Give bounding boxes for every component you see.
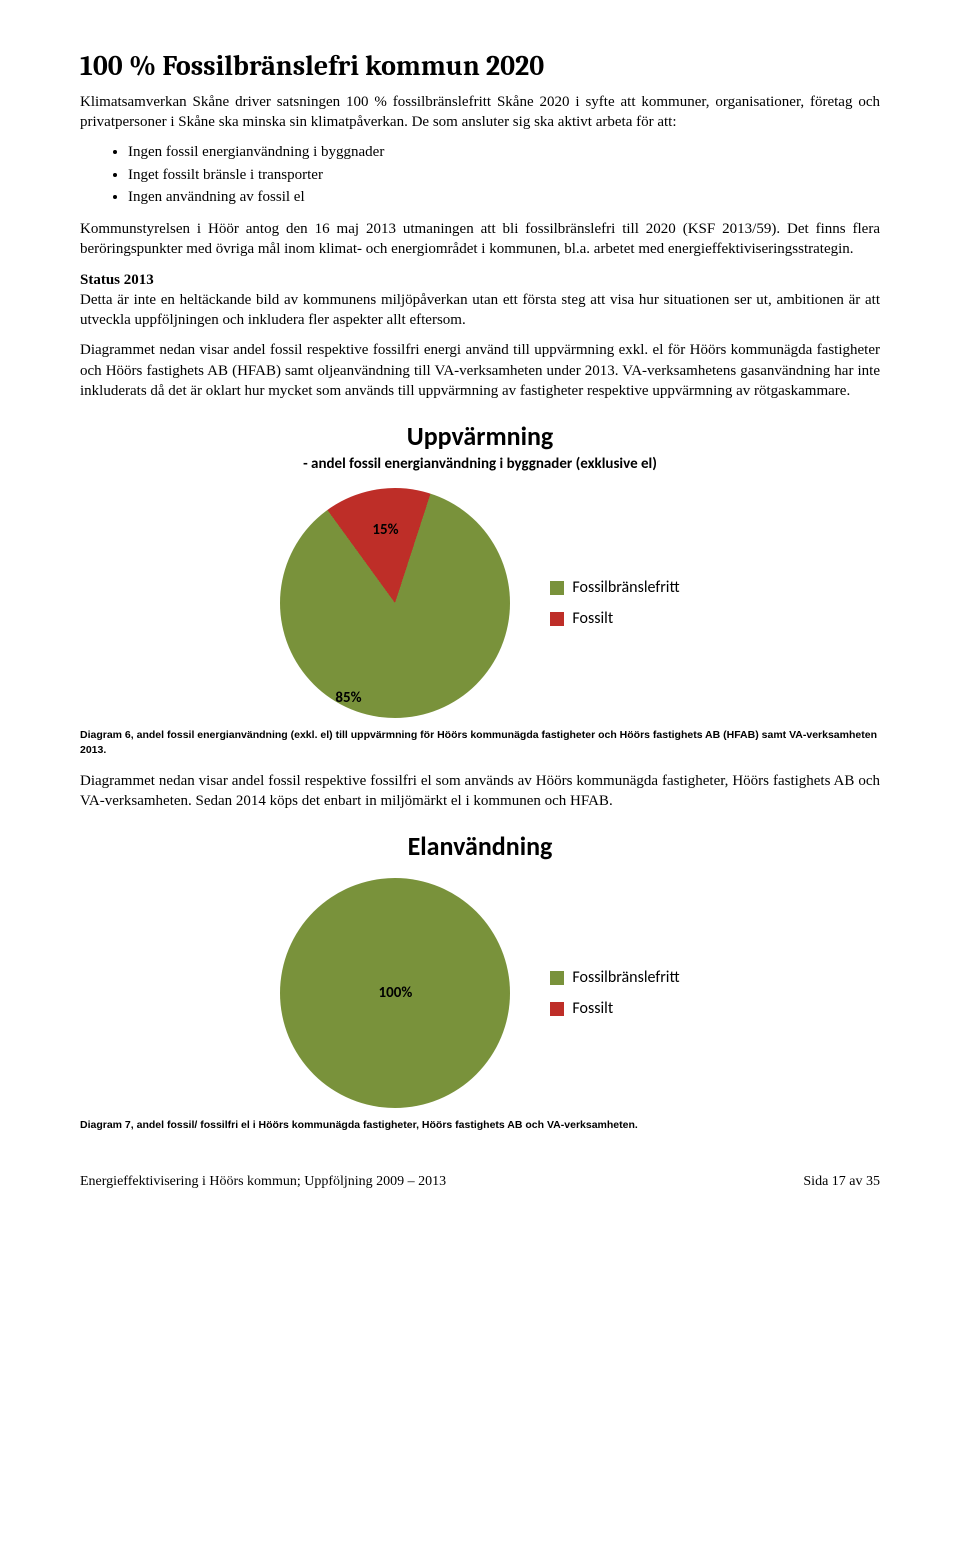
intro-paragraph: Klimatsamverkan Skåne driver satsningen … — [80, 92, 880, 133]
list-item: Ingen användning av fossil el — [128, 187, 880, 207]
body-paragraph: Detta är inte en heltäckande bild av kom… — [80, 290, 880, 331]
chart-subtitle: - andel fossil energianvändning i byggna… — [80, 454, 880, 474]
legend-label: Fossilbränslefritt — [572, 577, 679, 599]
electricity-chart: Elanvändning 100% Fossilbränslefritt Fos… — [80, 829, 880, 1108]
legend-swatch — [550, 612, 564, 626]
page-footer: Energieffektivisering i Höörs kommun; Up… — [80, 1173, 880, 1192]
legend-item: Fossilt — [550, 998, 679, 1020]
body-paragraph: Diagrammet nedan visar andel fossil resp… — [80, 340, 880, 401]
pie-chart: 100% — [280, 878, 510, 1108]
list-item: Ingen fossil energianvändning i byggnade… — [128, 142, 880, 162]
pie-slice-label: 100% — [379, 983, 413, 1003]
legend-label: Fossilt — [572, 998, 613, 1020]
pie-slice-label: 85% — [335, 688, 361, 708]
footer-left: Energieffektivisering i Höörs kommun; Up… — [80, 1173, 446, 1192]
pie-slice-label: 15% — [372, 520, 398, 540]
legend-label: Fossilbränslefritt — [572, 967, 679, 989]
status-heading: Status 2013 — [80, 270, 880, 290]
chart-title: Elanvändning — [80, 829, 880, 864]
chart-caption: Diagram 6, andel fossil energianvändning… — [80, 728, 880, 756]
pie-chart: 15% 85% — [280, 488, 510, 718]
page-title: 100 % Fossilbränslefri kommun 2020 — [80, 48, 880, 86]
chart-legend: Fossilbränslefritt Fossilt — [550, 577, 679, 630]
legend-item: Fossilbränslefritt — [550, 577, 679, 599]
body-paragraph: Kommunstyrelsen i Höör antog den 16 maj … — [80, 219, 880, 260]
heating-chart: Uppvärmning - andel fossil energianvändn… — [80, 419, 880, 718]
chart-legend: Fossilbränslefritt Fossilt — [550, 967, 679, 1020]
legend-label: Fossilt — [572, 608, 613, 630]
legend-item: Fossilt — [550, 608, 679, 630]
bullet-list: Ingen fossil energianvändning i byggnade… — [128, 142, 880, 207]
footer-right: Sida 17 av 35 — [803, 1173, 880, 1192]
legend-swatch — [550, 971, 564, 985]
chart-title: Uppvärmning — [80, 419, 880, 454]
list-item: Inget fossilt bränsle i transporter — [128, 165, 880, 185]
chart-caption: Diagram 7, andel fossil/ fossilfri el i … — [80, 1118, 880, 1132]
legend-swatch — [550, 581, 564, 595]
body-paragraph: Diagrammet nedan visar andel fossil resp… — [80, 771, 880, 812]
legend-swatch — [550, 1002, 564, 1016]
legend-item: Fossilbränslefritt — [550, 967, 679, 989]
